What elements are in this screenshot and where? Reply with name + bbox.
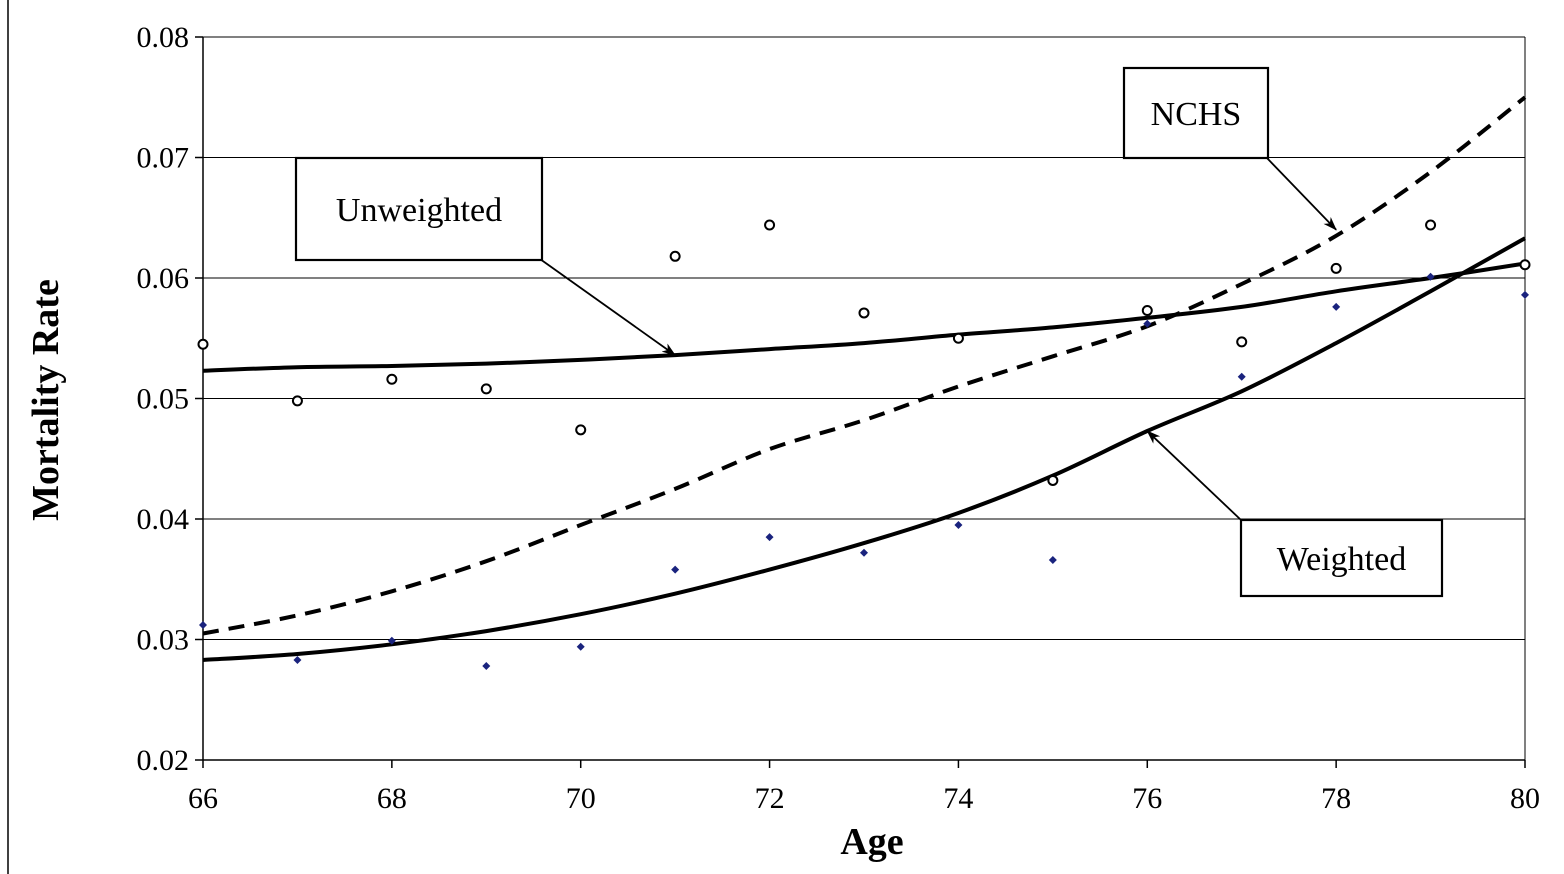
open-circle-point-3 (480, 383, 492, 395)
series-line-unweighted (202, 261, 1526, 373)
callout-box-weighted (1239, 518, 1444, 598)
open-circle-point-7 (858, 307, 870, 319)
diamond-point-4 (576, 642, 585, 651)
y-tick-label-0: 0.02 (137, 744, 190, 777)
y-tick-label-3: 0.05 (137, 383, 190, 416)
y-tick-label-5: 0.07 (137, 142, 190, 175)
x-tick-label-0: 66 (188, 782, 218, 815)
x-tick-label-6: 78 (1321, 782, 1351, 815)
callout-leader-unweighted (539, 258, 676, 356)
open-circle-point-9 (1047, 474, 1059, 486)
diamond-point-9 (1048, 555, 1057, 564)
callout-layer: Unweighted NCHS Weighted (294, 66, 1444, 598)
x-tick-label-5: 76 (1132, 782, 1162, 815)
callout-box-nchs (1122, 66, 1270, 160)
open-circle-point-8 (952, 332, 964, 344)
open-circle-point-5 (669, 250, 681, 262)
diamond-point-14 (1521, 290, 1529, 299)
callout-box-unweighted (294, 156, 544, 262)
points-layer (197, 219, 1531, 671)
open-circle-point-13 (1425, 219, 1437, 231)
y-axis-title: Mortality Rate (25, 279, 67, 521)
series-line-nchs (202, 95, 1527, 636)
open-circle-point-6 (764, 219, 776, 231)
diamond-point-5 (671, 565, 680, 574)
open-circle-point-2 (386, 373, 398, 385)
x-tick-label-1: 68 (377, 782, 407, 815)
y-tick-label-1: 0.03 (137, 624, 190, 657)
diamond-point-6 (765, 533, 774, 542)
x-tick-label-4: 74 (943, 782, 973, 815)
diamond-point-3 (482, 662, 491, 671)
diamond-point-8 (954, 521, 963, 530)
x-tick-label-2: 70 (566, 782, 596, 815)
diamond-point-13 (1426, 272, 1435, 281)
diamond-point-1 (293, 655, 302, 664)
open-circle-point-10 (1141, 305, 1153, 317)
y-tick-label-6: 0.08 (137, 21, 190, 54)
x-tick-label-3: 72 (755, 782, 785, 815)
series-layer (202, 95, 1527, 662)
open-circle-point-11 (1236, 336, 1248, 348)
open-circle-point-1 (291, 395, 303, 407)
diamond-point-7 (860, 548, 868, 557)
callout-label-unweighted: Unweighted (336, 192, 502, 229)
diamond-point-12 (1332, 302, 1341, 311)
diamond-point-11 (1237, 372, 1246, 381)
callout-label-weighted: Weighted (1277, 541, 1406, 578)
diamond-point-2 (387, 636, 396, 645)
series-line-weighted (202, 236, 1526, 662)
y-tick-label-4: 0.06 (137, 262, 190, 295)
open-circle-point-14 (1519, 259, 1531, 271)
open-circle-point-12 (1330, 262, 1342, 274)
x-tick-label-7: 80 (1510, 782, 1540, 815)
y-tick-label-2: 0.04 (137, 503, 190, 536)
axis-layer: 0.02 0.03 0.04 0.05 0.06 0.07 0.08 66 68 70 72 74 76… (137, 21, 1541, 815)
x-axis-title: Age (840, 821, 903, 863)
open-circle-point-4 (575, 424, 587, 436)
callout-leader-weighted (1146, 430, 1242, 521)
callout-label-nchs: NCHS (1151, 96, 1242, 133)
diamond-point-10 (1143, 319, 1152, 328)
diamond-point-0 (199, 621, 207, 630)
open-circle-point-0 (197, 338, 209, 350)
callout-leader-nchs (1265, 156, 1337, 231)
